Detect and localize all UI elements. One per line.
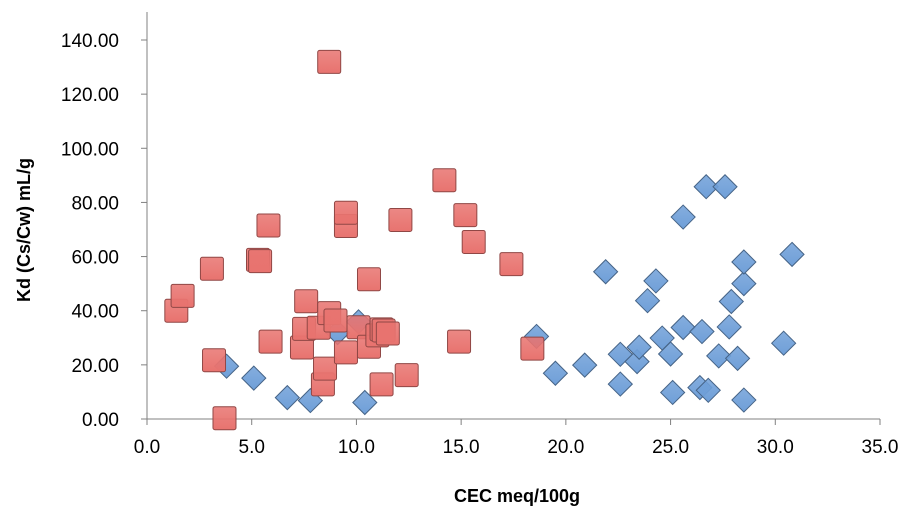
- data-point-diamond: [670, 204, 696, 230]
- y-tick-label: 80.00: [71, 193, 119, 214]
- data-point-diamond: [626, 334, 652, 360]
- x-axis-title: CEC meq/100g: [454, 486, 580, 506]
- data-point-square: [212, 406, 237, 431]
- data-point-diamond: [712, 174, 738, 200]
- data-point-diamond: [571, 352, 598, 378]
- data-point-diamond: [731, 249, 757, 275]
- data-point-diamond: [706, 343, 732, 369]
- series-square-markers: [164, 49, 545, 431]
- data-point-square: [294, 289, 319, 314]
- x-tick-label: 5.0: [239, 437, 265, 458]
- y-tick-label: 100.00: [61, 139, 119, 160]
- data-point-square: [248, 249, 273, 274]
- y-tick-label: 120.00: [61, 85, 119, 106]
- x-tick-label: 20.0: [547, 437, 584, 458]
- y-tick-label: 60.00: [71, 248, 119, 269]
- x-tick-label: 15.0: [443, 437, 480, 458]
- data-point-diamond: [724, 345, 751, 372]
- data-point-diamond: [607, 371, 634, 397]
- y-tick-label: 40.00: [71, 302, 119, 323]
- data-point-diamond: [659, 379, 686, 406]
- data-point-diamond: [657, 341, 684, 367]
- y-tick-label: 20.00: [71, 356, 119, 377]
- data-point-square: [520, 336, 545, 361]
- x-tick-label: 30.0: [757, 437, 794, 458]
- x-tick-label: 25.0: [652, 437, 689, 458]
- series-layer: [164, 49, 805, 431]
- data-point-square: [317, 49, 342, 74]
- data-point-diamond: [643, 268, 669, 294]
- data-point-square: [375, 321, 400, 346]
- data-point-square: [499, 252, 524, 277]
- series-diamond-markers: [213, 174, 805, 416]
- data-point-diamond: [241, 365, 267, 391]
- data-point-square: [394, 363, 419, 388]
- data-point-diamond: [689, 318, 715, 345]
- data-point-diamond: [693, 174, 719, 200]
- data-point-diamond: [731, 270, 757, 297]
- data-point-square: [453, 203, 478, 228]
- data-point-square: [369, 372, 394, 397]
- y-ticks: 0.00 20.00 40.00 60.00 80.00 100.00 120.00 140.…: [61, 31, 147, 431]
- data-point-square: [323, 308, 348, 333]
- x-tick-label: 35.0: [862, 437, 899, 458]
- data-point-square: [333, 200, 358, 225]
- data-point-square: [432, 168, 457, 193]
- data-point-square: [461, 229, 486, 254]
- data-point-square: [199, 256, 224, 281]
- data-point-square: [313, 356, 338, 381]
- data-point-diamond: [770, 330, 797, 356]
- data-point-diamond: [779, 241, 805, 268]
- x-ticks: 0.0 5.0 10.0 15.0 20.0 25.0 30.0 35.0: [134, 419, 899, 458]
- data-point-square: [258, 329, 283, 354]
- data-point-square: [447, 329, 472, 354]
- data-point-diamond: [592, 259, 619, 285]
- data-point-diamond: [718, 288, 745, 315]
- y-tick-label: 0.00: [82, 410, 119, 431]
- data-point-diamond: [716, 314, 742, 340]
- data-point-diamond: [695, 377, 721, 404]
- x-tick-label: 10.0: [338, 437, 375, 458]
- axes: 0.0 5.0 10.0 15.0 20.0 25.0 30.0 35.0 0.00 20.00…: [61, 12, 899, 458]
- data-point-square: [333, 340, 358, 365]
- data-point-diamond: [670, 314, 696, 341]
- y-tick-label: 140.00: [61, 31, 119, 52]
- data-point-square: [388, 208, 413, 233]
- data-point-square: [256, 213, 281, 238]
- x-tick-label: 0.0: [134, 437, 160, 458]
- data-point-square: [202, 348, 227, 373]
- data-point-diamond: [634, 287, 661, 314]
- data-point-square: [356, 267, 381, 292]
- data-point-diamond: [274, 384, 301, 411]
- data-point-diamond: [352, 389, 378, 416]
- data-point-diamond: [731, 387, 757, 413]
- y-axis-title: Kd (Cs/Cw) mL/g: [14, 158, 34, 302]
- data-point-diamond: [542, 360, 569, 386]
- data-point-square: [170, 283, 195, 308]
